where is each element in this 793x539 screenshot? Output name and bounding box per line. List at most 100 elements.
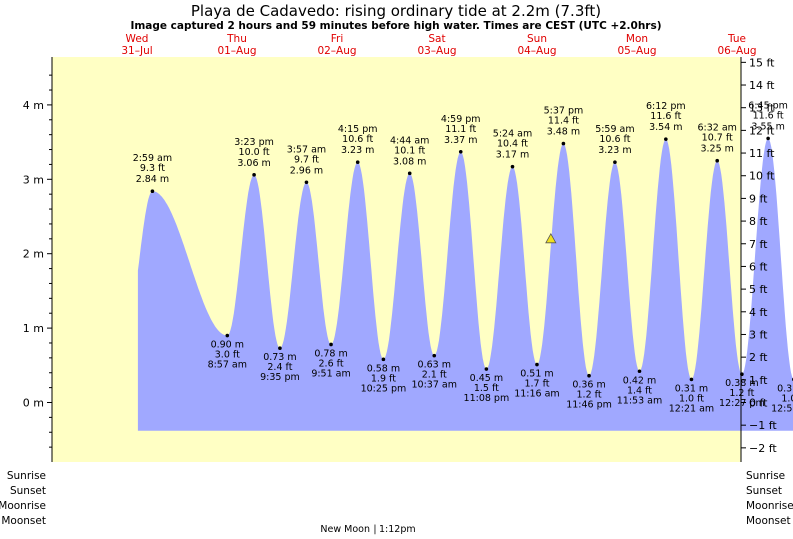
day-date-3: 03–Aug: [417, 45, 456, 57]
low-point-17: [637, 369, 642, 374]
low-time-label-3: 9:35 pm: [260, 372, 300, 383]
low-m-label-11: 0.45 m: [470, 373, 503, 384]
chart-subtitle: Image captured 2 hours and 59 minutes be…: [130, 20, 661, 32]
low-point-15: [587, 373, 591, 378]
left-tick-label-0: 0 m: [23, 397, 44, 410]
high-point-14: [561, 141, 566, 146]
low-point-9: [432, 353, 437, 358]
day-date-0: 31–Jul: [121, 45, 152, 57]
low-ft-label-7: 1.9 ft: [371, 373, 396, 384]
low-ft-label-11: 1.5 ft: [474, 383, 499, 394]
day-weekday-1: Thu: [226, 33, 247, 45]
right-axis: −2 ft −1 ft 0 ft 1 ft 2 ft 3 ft 4 ft 5 ft 6 ft 7 …: [740, 56, 777, 462]
low-ft-label-23: 1.0 ft: [781, 393, 793, 404]
right-tick-label-15: 13 ft: [749, 102, 775, 115]
high-time-label-12: 5:24 am: [493, 129, 532, 140]
high-time-label-8: 4:44 am: [390, 135, 429, 146]
low-ft-label-1: 3.0 ft: [215, 350, 240, 361]
high-m-label-18: 3.54 m: [649, 122, 682, 133]
low-m-label-21: 0.38 m: [725, 378, 758, 389]
right-tick-label-10: 8 ft: [749, 215, 768, 228]
low-ft-label-13: 1.7 ft: [524, 379, 549, 390]
low-ft-label-3: 2.4 ft: [267, 362, 292, 373]
right-tick-label-3: 1 ft: [749, 374, 768, 387]
high-time-label-16: 5:59 am: [595, 124, 634, 135]
low-ft-label-19: 1.0 ft: [679, 393, 704, 404]
low-time-label-15: 11:46 pm: [566, 400, 612, 411]
day-weekday-0: Wed: [126, 33, 149, 45]
row-label-right-0: Sunrise: [746, 470, 785, 482]
right-tick-label-8: 6 ft: [749, 260, 768, 273]
low-ft-label-5: 2.6 ft: [319, 358, 344, 369]
row-label-left-1: Sunset: [10, 485, 46, 497]
high-m-label-12: 3.17 m: [496, 150, 529, 161]
day-weekday-2: Fri: [331, 33, 344, 45]
day-weekday-3: Sat: [428, 33, 445, 45]
high-m-label-10: 3.37 m: [444, 135, 477, 146]
low-time-label-21: 12:27 pm: [719, 398, 765, 409]
row-label-right-3: Moonset: [746, 515, 791, 527]
high-ft-label-8: 10.1 ft: [394, 145, 425, 156]
low-time-label-9: 10:37 am: [412, 380, 457, 391]
high-point-10: [458, 149, 463, 154]
right-tick-label-5: 3 ft: [749, 328, 768, 341]
high-m-label-14: 3.48 m: [547, 127, 580, 138]
low-time-label-17: 11:53 am: [617, 395, 662, 406]
low-m-label-5: 0.78 m: [314, 348, 347, 359]
high-m-label-8: 3.08 m: [393, 156, 426, 167]
tide-area: [137, 138, 793, 431]
high-point-12: [510, 164, 515, 169]
high-m-label-0: 2.84 m: [136, 174, 169, 185]
right-tick-label-11: 9 ft: [749, 192, 768, 205]
right-tick-label-17: 15 ft: [749, 56, 775, 69]
low-point-13: [535, 362, 539, 367]
low-time-label-11: 11:08 pm: [464, 393, 510, 404]
high-point-20: [715, 158, 720, 163]
moon-phase-time: 1:12pm: [379, 524, 416, 535]
right-tick-label-1: −1 ft: [749, 419, 777, 432]
row-label-left-0: Sunrise: [7, 470, 46, 482]
left-axis: 0 m 1 m 2 m 3 m 4 m: [23, 57, 53, 462]
high-time-label-14: 5:37 pm: [544, 106, 584, 117]
low-m-label-1: 0.90 m: [211, 340, 244, 351]
high-ft-label-4: 9.7 ft: [294, 154, 319, 165]
high-m-label-20: 3.25 m: [700, 144, 733, 155]
right-tick-label-4: 2 ft: [749, 351, 768, 364]
right-tick-label-13: 11 ft: [749, 147, 775, 160]
high-ft-label-10: 11.1 ft: [445, 124, 476, 135]
high-m-label-2: 3.06 m: [237, 158, 270, 169]
chart-title: Playa de Cadavedo: rising ordinary tide …: [191, 2, 601, 20]
low-time-label-7: 10:25 pm: [361, 383, 407, 394]
high-m-label-6: 3.23 m: [341, 145, 374, 156]
high-point-22: [766, 136, 770, 141]
high-m-label-22: 3.55 m: [751, 121, 784, 132]
low-ft-label-15: 1.2 ft: [577, 390, 602, 401]
right-tick-label-6: 4 ft: [749, 306, 768, 319]
right-tick-label-0: −2 ft: [749, 442, 777, 455]
high-ft-label-14: 11.4 ft: [548, 116, 579, 127]
sun-moon-rows: Sunrise Sunrise Sunset Sunset Moonrise Moonri…: [0, 470, 793, 527]
low-ft-label-21: 1.2 ft: [729, 388, 754, 399]
day-weekday-5: Mon: [626, 33, 648, 45]
low-time-label-19: 12:21 am: [669, 403, 714, 414]
left-tick-label-4: 4 m: [23, 99, 44, 112]
day-weekday-4: Sun: [527, 33, 547, 45]
low-point-7: [381, 357, 386, 362]
high-ft-label-0: 9.3 ft: [140, 163, 165, 174]
row-label-left-2: Moonrise: [0, 500, 46, 512]
high-point-6: [355, 160, 360, 164]
high-point-0: [150, 189, 155, 194]
high-ft-label-6: 10.6 ft: [342, 134, 373, 145]
low-m-label-7: 0.58 m: [367, 363, 400, 374]
low-m-label-15: 0.36 m: [572, 380, 605, 391]
high-point-2: [252, 173, 256, 177]
moon-phase: New Moon | 1:12pm: [320, 524, 415, 535]
low-point-3: [278, 346, 282, 350]
high-m-label-16: 3.23 m: [598, 145, 631, 156]
high-time-label-20: 6:32 am: [697, 123, 736, 134]
day-date-6: 06–Aug: [717, 45, 756, 57]
high-ft-label-20: 10.7 ft: [702, 133, 733, 144]
high-point-4: [304, 180, 309, 185]
